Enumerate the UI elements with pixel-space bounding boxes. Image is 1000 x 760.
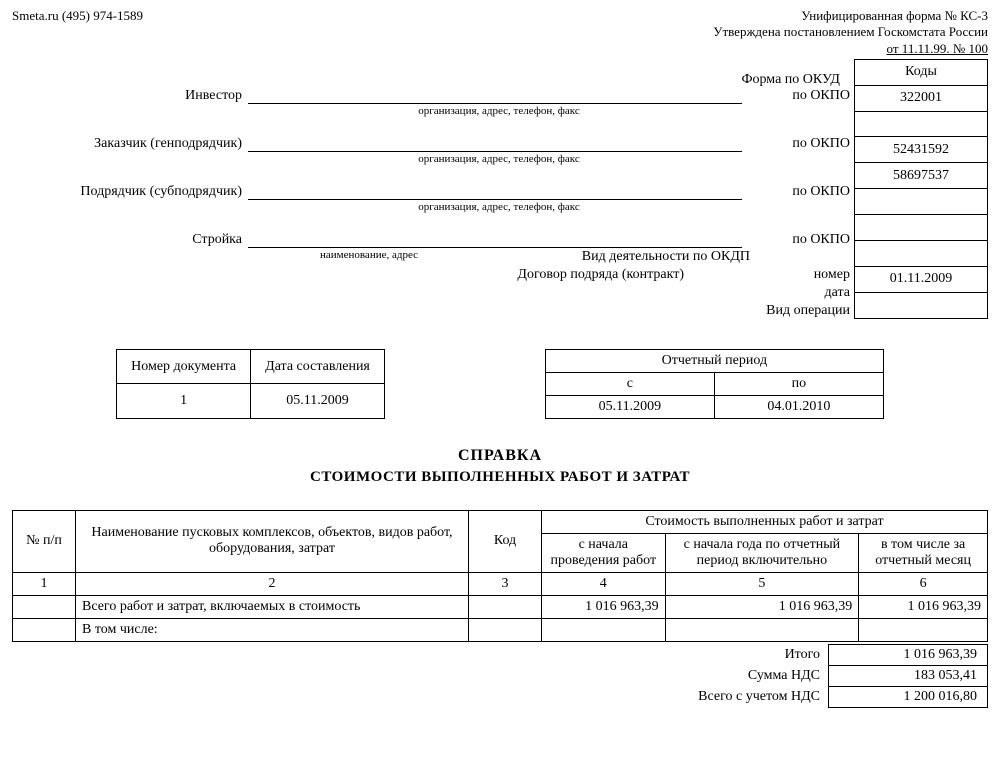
build-caption: наименование, адрес bbox=[248, 249, 490, 265]
n5: 5 bbox=[665, 572, 859, 595]
with-nds-value: 1 200 016,80 bbox=[829, 686, 988, 707]
doc-subtitle: СТОИМОСТИ ВЫПОЛНЕННЫХ РАБОТ И ЗАТРАТ bbox=[12, 469, 988, 486]
doc-title: СПРАВКА bbox=[12, 447, 988, 465]
n3: 3 bbox=[469, 572, 542, 595]
contract-date: 01.11.2009 bbox=[855, 266, 988, 292]
col-c4: с начала проведения работ bbox=[542, 533, 666, 572]
build-okpo bbox=[855, 189, 988, 215]
contract-num-label: номер bbox=[690, 267, 854, 283]
form-line-3: от 11.11.99. № 100 bbox=[713, 41, 988, 57]
build-line bbox=[248, 231, 742, 248]
doc-date: 05.11.2009 bbox=[251, 384, 385, 419]
nds-value: 183 053,41 bbox=[829, 665, 988, 686]
doc-tables: Номер документа Дата составления 1 05.11… bbox=[12, 349, 988, 419]
customer-okpo: 52431592 bbox=[855, 137, 988, 163]
with-nds-label: Всего с учетом НДС bbox=[690, 686, 828, 707]
investor-caption: организация, адрес, телефон, факс bbox=[248, 105, 750, 117]
row-incl-label: В том числе: bbox=[76, 618, 469, 641]
build-label: Стройка bbox=[12, 232, 248, 248]
form-line-2: Утверждена постановлением Госкомстата Ро… bbox=[713, 24, 988, 40]
codes-table: Коды 322001 52431592 58697537 01.11.2009 bbox=[854, 59, 988, 319]
contractor-caption: организация, адрес, телефон, факс bbox=[248, 201, 750, 213]
period-table: Отчетный период с по 05.11.2009 04.01.20… bbox=[545, 349, 884, 419]
okud-label: Форма по ОКУД bbox=[741, 72, 840, 88]
contractor-label: Подрядчик (субподрядчик) bbox=[12, 184, 248, 200]
period-from: 05.11.2009 bbox=[545, 395, 714, 418]
col-c6: в том числе за отчетный месяц bbox=[859, 533, 988, 572]
okpo-label-2: по ОКПО bbox=[742, 136, 854, 152]
col-cost-group: Стоимость выполненных работ и затрат bbox=[542, 510, 988, 533]
n4: 4 bbox=[542, 572, 666, 595]
party-customer: Заказчик (генподрядчик) по ОКПО bbox=[12, 135, 854, 152]
col-num: № п/п bbox=[13, 510, 76, 572]
col-code: Код bbox=[469, 510, 542, 572]
party-build: Стройка по ОКПО bbox=[12, 231, 854, 248]
form-meta: Унифицированная форма № КС-3 Утверждена … bbox=[713, 8, 988, 57]
nds-label: Сумма НДС bbox=[690, 665, 828, 686]
doc-num-label: Номер документа bbox=[117, 349, 251, 384]
contract-num bbox=[855, 240, 988, 266]
investor-okpo bbox=[855, 111, 988, 137]
totals-block: Итого 1 016 963,39 Сумма НДС 183 053,41 … bbox=[12, 644, 988, 708]
party-contractor: Подрядчик (субподрядчик) по ОКПО bbox=[12, 183, 854, 200]
doc-num: 1 bbox=[117, 384, 251, 419]
itogo-label: Итого bbox=[690, 644, 828, 665]
v5: 1 016 963,39 bbox=[665, 595, 859, 618]
op-type bbox=[855, 292, 988, 318]
customer-label: Заказчик (генподрядчик) bbox=[12, 136, 248, 152]
row-total-label: Всего работ и затрат, включаемых в стоим… bbox=[76, 595, 469, 618]
period-to-label: по bbox=[714, 372, 883, 395]
col-c5: с начала года по отчетный период включит… bbox=[665, 533, 859, 572]
main-table: № п/п Наименование пусковых комплексов, … bbox=[12, 510, 988, 642]
period-label: Отчетный период bbox=[545, 349, 883, 372]
n6: 6 bbox=[859, 572, 988, 595]
n2: 2 bbox=[76, 572, 469, 595]
form-line-1: Унифицированная форма № КС-3 bbox=[713, 8, 988, 24]
party-investor: Инвестор по ОКПО bbox=[12, 87, 854, 104]
itogo-value: 1 016 963,39 bbox=[829, 644, 988, 665]
okdp-value bbox=[855, 215, 988, 241]
doc-date-label: Дата составления bbox=[251, 349, 385, 384]
op-type-label: Вид операции bbox=[630, 303, 854, 319]
contract-label: Договор подряда (контракт) bbox=[517, 267, 690, 283]
customer-caption: организация, адрес, телефон, факс bbox=[248, 153, 750, 165]
period-to: 04.01.2010 bbox=[714, 395, 883, 418]
table-row: В том числе: bbox=[13, 618, 988, 641]
investor-label: Инвестор bbox=[12, 88, 248, 104]
customer-line bbox=[248, 135, 742, 152]
site-phone: Smeta.ru (495) 974-1589 bbox=[12, 8, 143, 57]
okpo-label-4: по ОКПО bbox=[742, 232, 854, 248]
investor-line bbox=[248, 87, 742, 104]
v4: 1 016 963,39 bbox=[542, 595, 666, 618]
v6: 1 016 963,39 bbox=[859, 595, 988, 618]
contract-date-label: дата bbox=[690, 285, 854, 301]
okpo-label-1: по ОКПО bbox=[742, 88, 854, 104]
table-row: Всего работ и затрат, включаемых в стоим… bbox=[13, 595, 988, 618]
doc-number-table: Номер документа Дата составления 1 05.11… bbox=[116, 349, 385, 419]
n1: 1 bbox=[13, 572, 76, 595]
col-name: Наименование пусковых комплексов, объект… bbox=[76, 510, 469, 572]
contractor-line bbox=[248, 183, 742, 200]
header-bar: Smeta.ru (495) 974-1589 Унифицированная … bbox=[12, 8, 988, 57]
okud-value: 322001 bbox=[855, 85, 988, 111]
okpo-label-3: по ОКПО bbox=[742, 184, 854, 200]
codes-header: Коды bbox=[855, 59, 988, 85]
period-from-label: с bbox=[545, 372, 714, 395]
okdp-label: Вид деятельности по ОКДП bbox=[490, 249, 750, 265]
contractor-okpo: 58697537 bbox=[855, 163, 988, 189]
